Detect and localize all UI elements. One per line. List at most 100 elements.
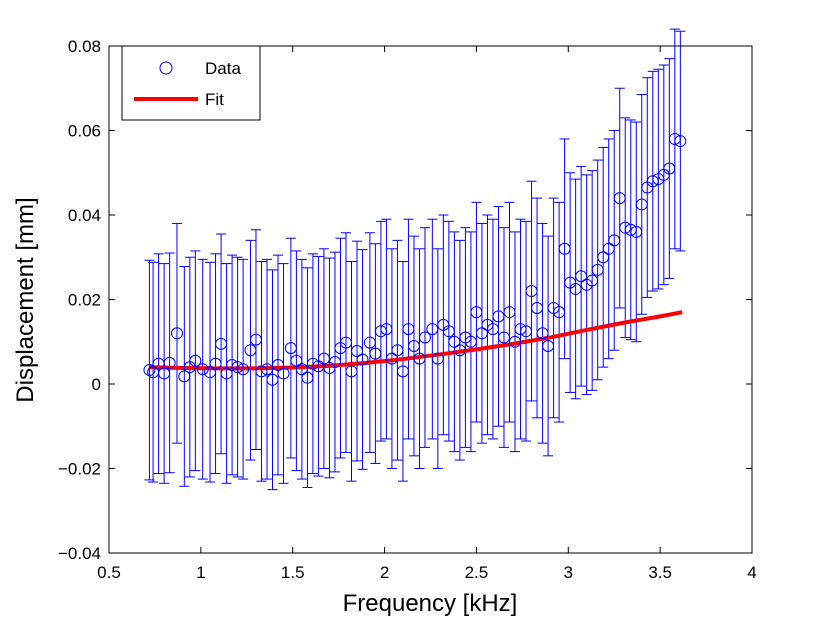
data-point (396, 365, 409, 378)
x-axis-label: Frequency [kHz] (343, 590, 518, 617)
data-point (290, 354, 303, 367)
data-point (442, 325, 455, 338)
x-tick-label: 1 (196, 563, 205, 582)
data-point (244, 344, 257, 357)
data-point (613, 192, 626, 205)
data-point (464, 335, 477, 348)
data-point (391, 344, 404, 357)
data-point (558, 242, 571, 255)
data-point (231, 361, 244, 374)
x-tick-label: 3.5 (648, 563, 672, 582)
error-bars (144, 28, 686, 491)
data-point (569, 282, 582, 295)
data-point (356, 353, 369, 366)
data-point (220, 367, 233, 380)
data-point (317, 352, 330, 365)
data-point (402, 323, 415, 336)
data-point (260, 363, 273, 376)
x-tick-label: 2 (380, 563, 389, 582)
data-point (663, 162, 676, 175)
legend-data-label: Data (205, 59, 241, 78)
data-point (204, 366, 217, 379)
data-point (418, 331, 431, 344)
y-tick-label: −0.02 (58, 460, 101, 479)
y-tick-label: 0 (92, 375, 101, 394)
x-axis-ticks: 0.5 1 1.5 2 2.5 3 3.5 4 (97, 46, 757, 582)
data-point (453, 344, 466, 357)
data-point (486, 323, 499, 336)
y-tick-label: 0.04 (68, 206, 101, 225)
data-point (426, 323, 439, 336)
data-point (475, 327, 488, 340)
data-point (284, 342, 297, 355)
x-tick-label: 2.5 (465, 563, 489, 582)
data-point (591, 263, 604, 276)
data-point (339, 336, 352, 349)
data-point (520, 325, 533, 338)
data-point (345, 365, 358, 378)
axes-box (108, 45, 753, 554)
data-point (178, 370, 191, 383)
x-tick-label: 3 (564, 563, 573, 582)
x-tick-label: 0.5 (97, 563, 121, 582)
data-point (215, 337, 228, 350)
data-point (674, 135, 687, 148)
data-point (413, 352, 426, 365)
data-point (646, 175, 659, 188)
data-point (586, 274, 599, 287)
legend-data-marker (159, 61, 173, 75)
y-tick-label: 0.02 (68, 291, 101, 310)
data-point (306, 357, 319, 370)
y-tick-label: 0.06 (68, 122, 101, 141)
data-point (536, 327, 549, 340)
data-point (209, 357, 222, 370)
data-point (575, 270, 588, 283)
data-point (163, 356, 176, 369)
data-point (295, 363, 308, 376)
data-point (470, 306, 483, 319)
data-point (374, 325, 387, 338)
data-point (602, 242, 615, 255)
data-point (531, 301, 544, 314)
data-point (255, 365, 268, 378)
data-point (635, 198, 648, 211)
data-point (497, 331, 510, 344)
y-tick-label: 0.08 (68, 37, 101, 56)
legend: Data Fit (121, 45, 261, 121)
legend-fit-label: Fit (205, 90, 224, 109)
data-point (448, 335, 461, 348)
data-point (509, 335, 522, 348)
data-point (553, 306, 566, 319)
data-point (597, 251, 610, 264)
data-point (630, 225, 643, 238)
data-point (380, 323, 393, 336)
data-point (272, 358, 285, 371)
data-point (226, 358, 239, 371)
data-point (328, 356, 341, 369)
y-axis-ticks: −0.04 −0.02 0 0.02 0.04 0.06 0.08 (58, 37, 752, 563)
data-point (619, 221, 632, 234)
y-axis-label: Displacement [mm] (12, 197, 39, 402)
data-point (431, 352, 444, 365)
data-point (608, 234, 621, 247)
data-point (492, 310, 505, 323)
x-tick-label: 4 (747, 563, 756, 582)
data-point (525, 285, 538, 298)
data-point (514, 323, 527, 336)
data-point (363, 336, 376, 349)
data-point (407, 339, 420, 352)
legend-box (121, 45, 261, 121)
data-point (668, 132, 681, 145)
data-point (196, 363, 209, 376)
data-point (158, 367, 171, 380)
x-tick-label: 1.5 (281, 563, 305, 582)
data-point (237, 363, 250, 376)
data-point (385, 352, 398, 365)
data-point (266, 373, 279, 386)
data-point (503, 306, 516, 319)
data-point (624, 223, 637, 236)
data-point (189, 354, 202, 367)
data-point (369, 347, 382, 360)
y-tick-label: −0.04 (58, 544, 101, 563)
